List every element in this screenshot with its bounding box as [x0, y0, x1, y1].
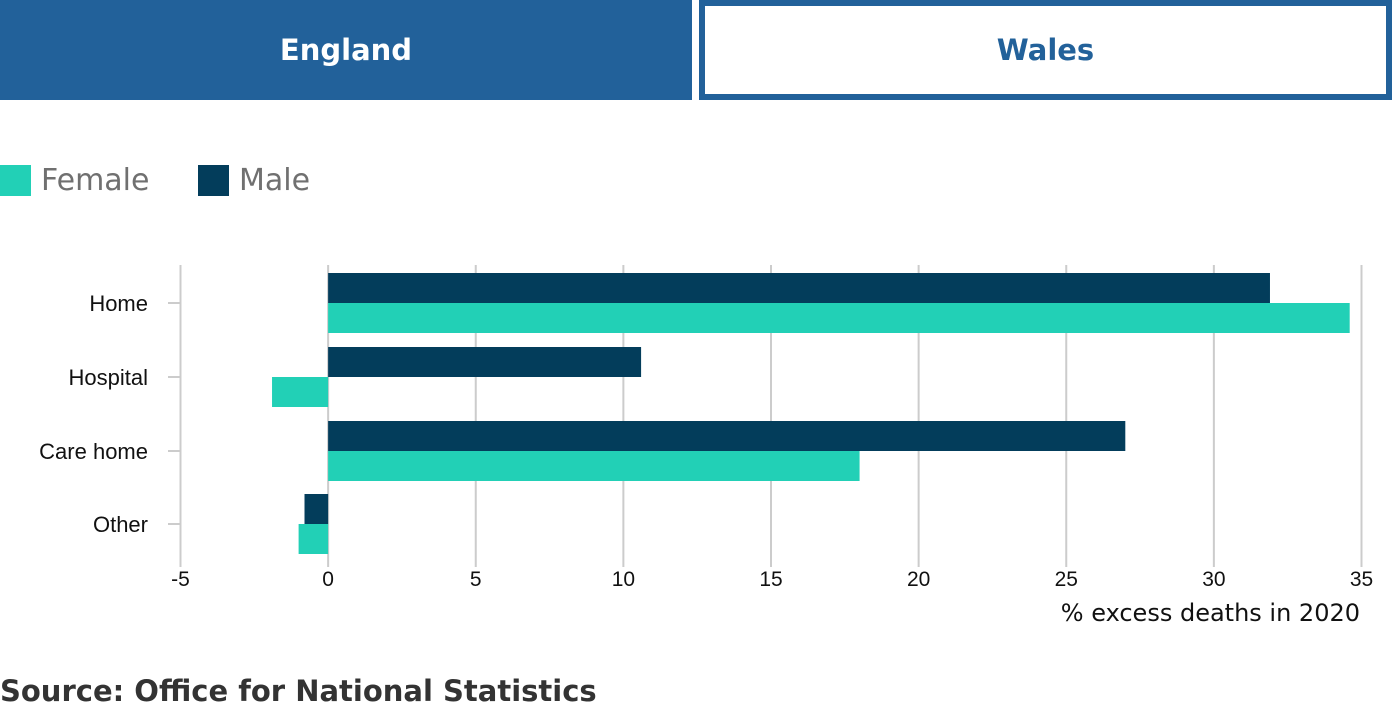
bar-female-home	[328, 303, 1350, 333]
legend-label-female: Female	[41, 162, 150, 198]
bar-male-home	[328, 273, 1270, 303]
x-tick-label: 30	[1202, 568, 1225, 591]
tab-wales[interactable]: Wales	[699, 0, 1392, 100]
tab-england[interactable]: England	[0, 0, 692, 100]
y-category-label: Hospital	[69, 365, 148, 390]
y-category-label: Home	[89, 291, 148, 316]
x-tick-label: 35	[1350, 568, 1373, 591]
x-tick-label: 5	[470, 568, 482, 591]
legend-label-male: Male	[239, 162, 311, 198]
x-tick-label: 0	[322, 568, 334, 591]
bar-female-care-home	[328, 451, 860, 481]
x-tick-label: 10	[612, 568, 635, 591]
bar-male-hospital	[328, 347, 642, 377]
x-tick-label: 15	[759, 568, 782, 591]
legend-item-male[interactable]: Male	[198, 160, 310, 200]
legend-swatch-male	[198, 164, 229, 196]
x-tick-label: 20	[907, 568, 930, 591]
bar-male-other	[304, 494, 329, 524]
y-category-label: Other	[93, 512, 148, 537]
legend-item-female[interactable]: Female	[0, 160, 149, 200]
legend-swatch-female	[0, 164, 31, 196]
source-note: Source: Office for National Statistics	[0, 674, 597, 708]
region-tabs: England Wales	[0, 0, 1392, 100]
bar-female-hospital	[272, 377, 329, 407]
bar-chart: -5 0 5 10 15 20 25 30 35 % excess deaths in 2020 H…	[39, 265, 1373, 627]
x-tick-label: 25	[1055, 568, 1078, 591]
bar-female-other	[298, 524, 329, 554]
y-category-label: Care home	[39, 439, 148, 464]
bar-male-care-home	[328, 421, 1126, 451]
x-axis-label: % excess deaths in 2020	[1061, 599, 1360, 627]
x-tick-label: -5	[171, 568, 190, 591]
